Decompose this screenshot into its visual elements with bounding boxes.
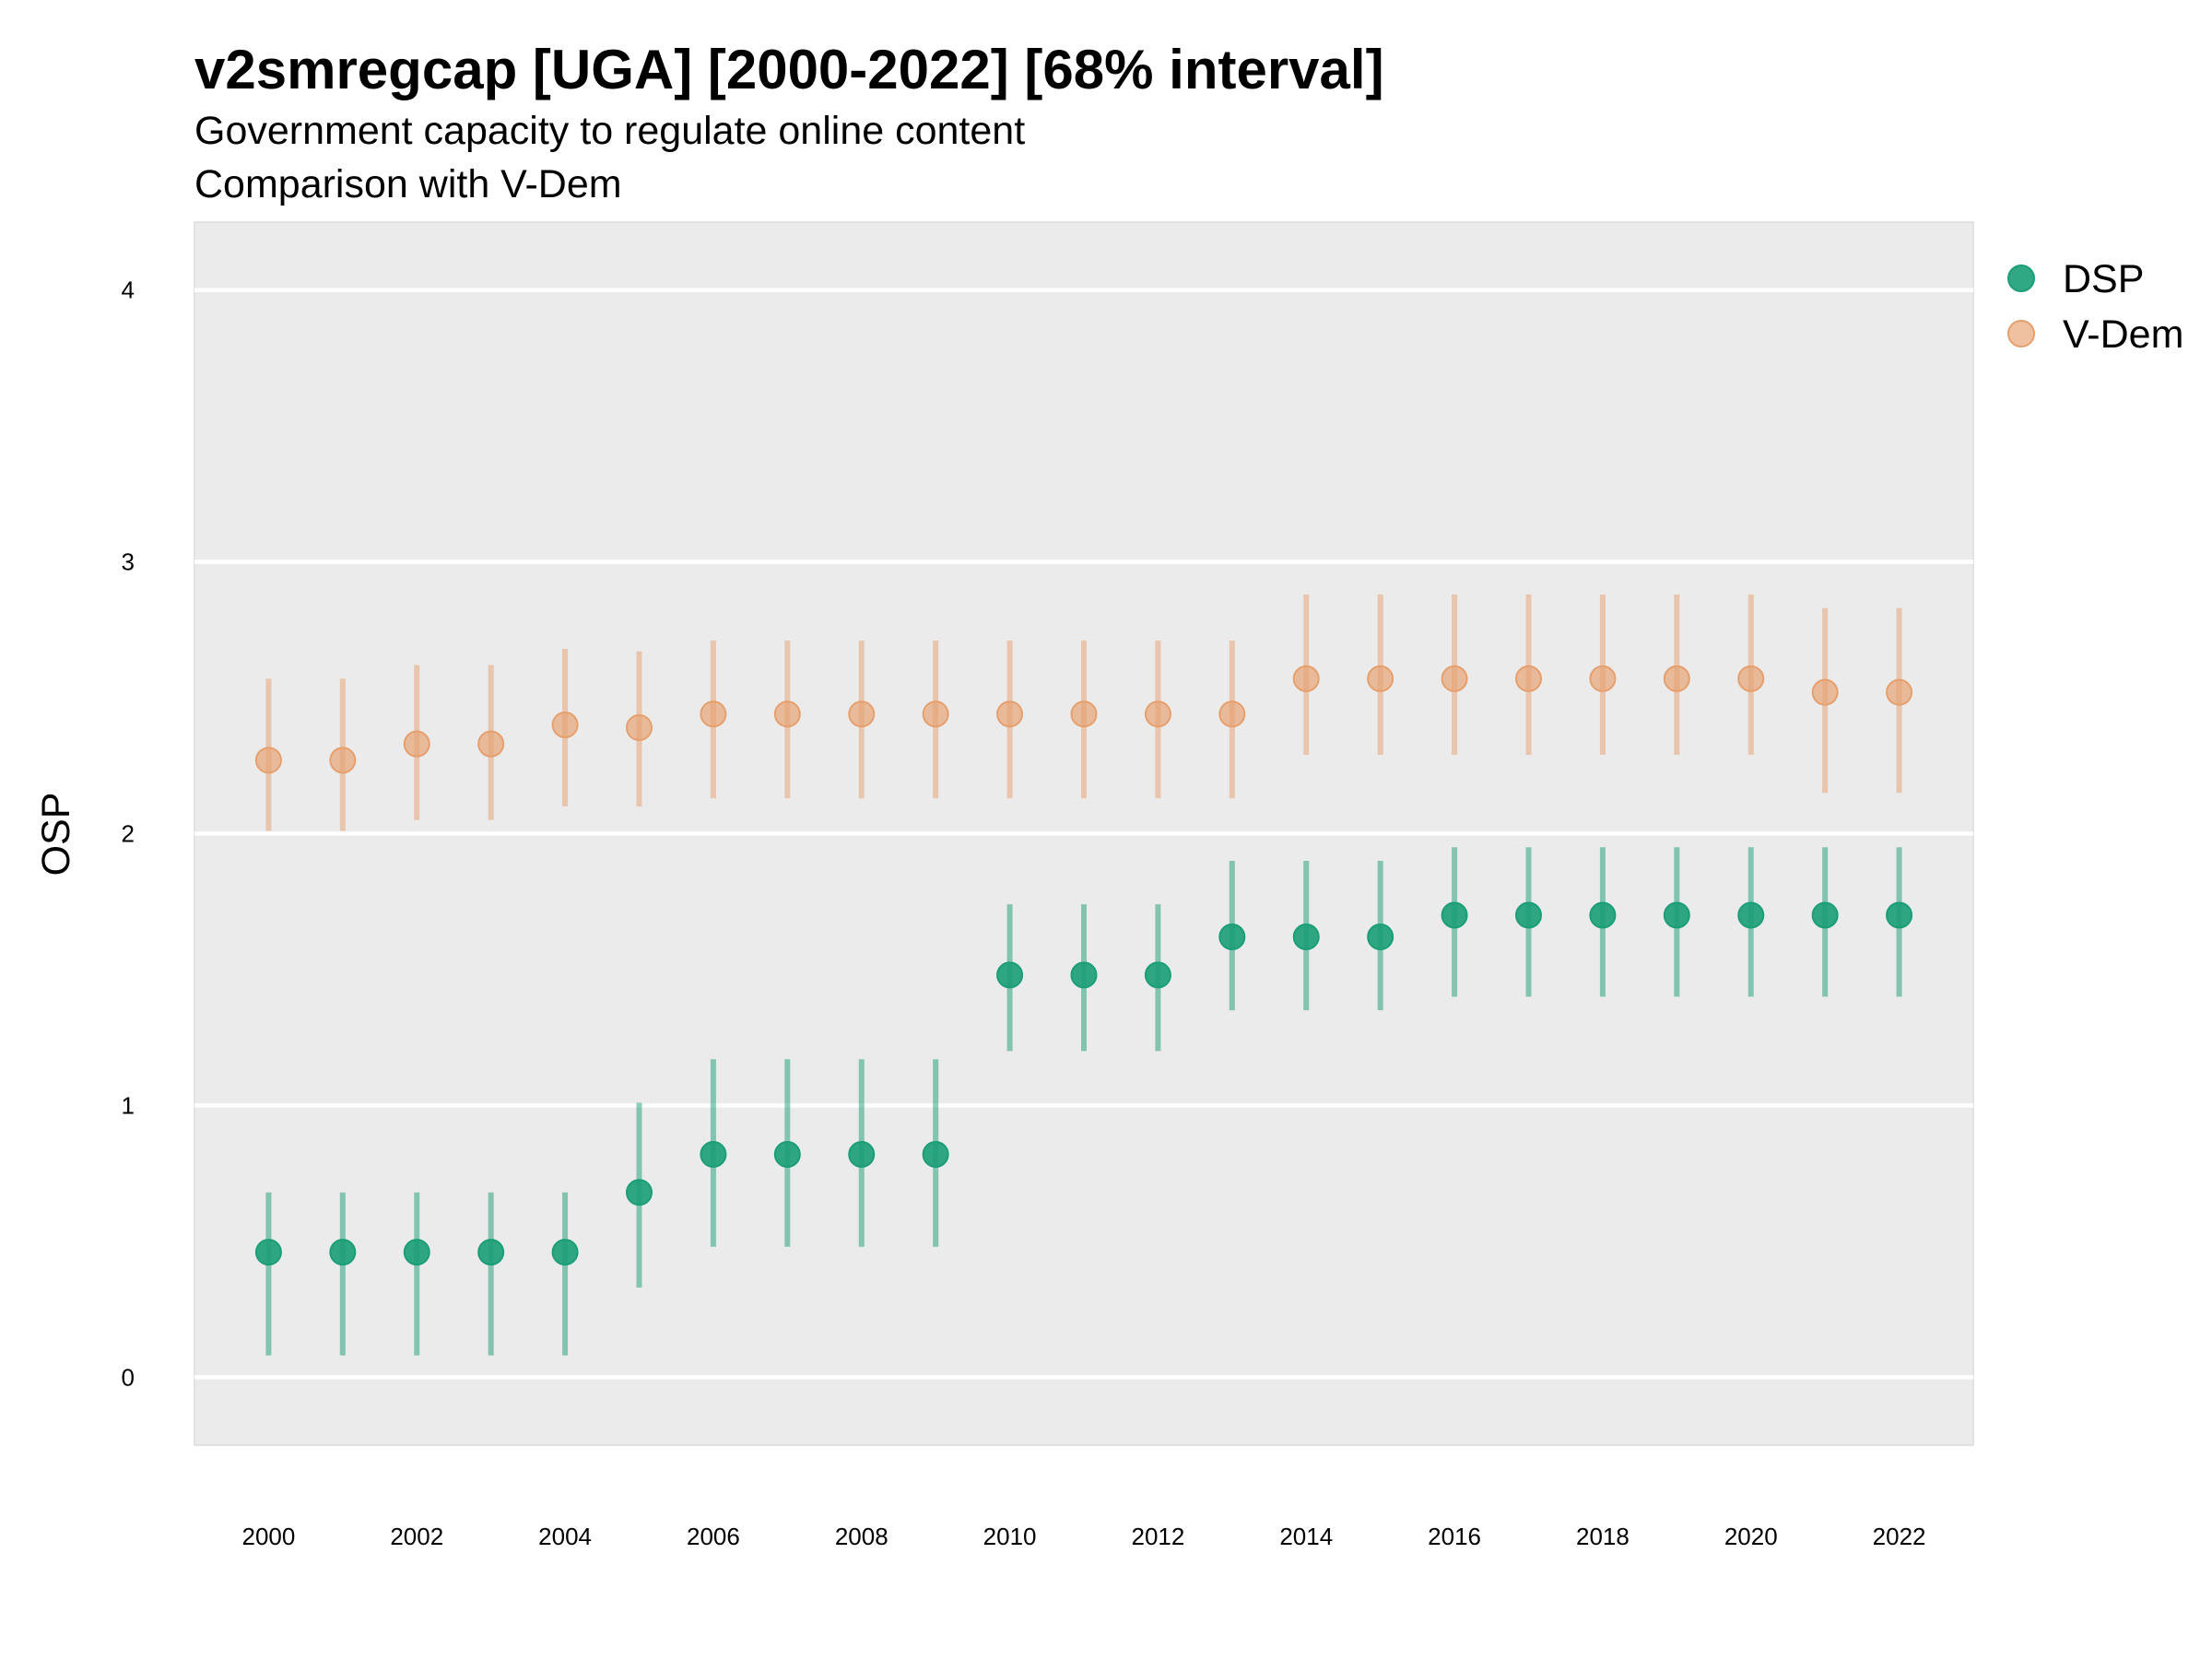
data-point [1515, 665, 1542, 692]
grid-lines [194, 288, 1973, 1380]
x-tick-label: 2010 [983, 1523, 1037, 1550]
data-point [1070, 961, 1098, 989]
data-point [329, 747, 357, 774]
data-point [1737, 665, 1765, 692]
data-point [1218, 924, 1246, 951]
data-point [1441, 665, 1468, 692]
data-point [329, 1239, 357, 1266]
data-point [1589, 901, 1617, 929]
legend: DSP V-Dem [2007, 257, 2183, 357]
data-point [848, 1140, 876, 1168]
data-point [1886, 678, 1913, 706]
data-point [922, 700, 949, 728]
legend-key [2007, 265, 2035, 292]
data-point [848, 700, 876, 728]
data-marks [254, 594, 1913, 1356]
data-point [1515, 901, 1542, 929]
data-point [1292, 924, 1320, 951]
data-point [1144, 961, 1171, 989]
data-point [626, 1179, 653, 1206]
x-tick-label: 2018 [1576, 1523, 1630, 1550]
data-point [773, 1140, 801, 1168]
data-point [996, 961, 1024, 989]
y-tick-label: 3 [122, 548, 135, 576]
data-point [773, 700, 801, 728]
data-point [254, 747, 282, 774]
data-point [1663, 901, 1690, 929]
data-point [551, 712, 579, 739]
data-point [477, 1239, 505, 1266]
series-v-dem [254, 594, 1913, 831]
data-point [1441, 901, 1468, 929]
data-point [1367, 665, 1394, 692]
x-tick-label: 2008 [835, 1523, 888, 1550]
data-point [1811, 678, 1839, 706]
data-point [1663, 665, 1690, 692]
y-tick-label: 0 [122, 1363, 135, 1391]
x-tick-label: 2004 [538, 1523, 592, 1550]
data-point [477, 730, 505, 758]
x-tick-label: 2020 [1724, 1523, 1778, 1550]
legend-key [2007, 320, 2035, 347]
data-point [1292, 665, 1320, 692]
chart-subtitle-line-1: Government capacity to regulate online c… [194, 109, 1025, 153]
y-tick-label: 4 [122, 276, 135, 304]
data-point [1070, 700, 1098, 728]
y-axis-ticks: 0 1 2 3 4 [122, 276, 135, 1392]
data-point [1737, 901, 1765, 929]
x-tick-label: 2000 [241, 1523, 295, 1550]
data-point [403, 1239, 430, 1266]
data-point [1218, 700, 1246, 728]
x-tick-label: 2016 [1428, 1523, 1481, 1550]
legend-label: DSP [2063, 257, 2144, 301]
data-point [1589, 665, 1617, 692]
series-dsp [254, 847, 1913, 1356]
data-point [626, 713, 653, 741]
x-tick-label: 2006 [687, 1523, 740, 1550]
chart-subtitle-line-2: Comparison with V-Dem [194, 162, 622, 206]
x-tick-label: 2002 [390, 1523, 443, 1550]
y-tick-label: 2 [122, 820, 135, 848]
data-point [254, 1239, 282, 1266]
x-tick-label: 2012 [1131, 1523, 1184, 1550]
data-point [1367, 924, 1394, 951]
x-tick-label: 2014 [1279, 1523, 1333, 1550]
data-point [1886, 901, 1913, 929]
data-point [922, 1140, 949, 1168]
x-axis-ticks: 2000 2002 2004 2006 2008 2010 2012 2014 2016 2018… [241, 1523, 1925, 1550]
chart-title: v2smregcap [UGA] [2000-2022] [68% interv… [194, 39, 1384, 100]
data-point [1144, 700, 1171, 728]
data-point [700, 1140, 727, 1168]
data-point [551, 1239, 579, 1266]
x-tick-label: 2022 [1873, 1523, 1926, 1550]
data-point [1811, 901, 1839, 929]
data-point [700, 700, 727, 728]
y-tick-label: 1 [122, 1091, 135, 1119]
legend-label: V-Dem [2063, 312, 2183, 357]
data-point [403, 730, 430, 758]
data-point [996, 700, 1024, 728]
y-axis-label: OSP [34, 793, 78, 877]
